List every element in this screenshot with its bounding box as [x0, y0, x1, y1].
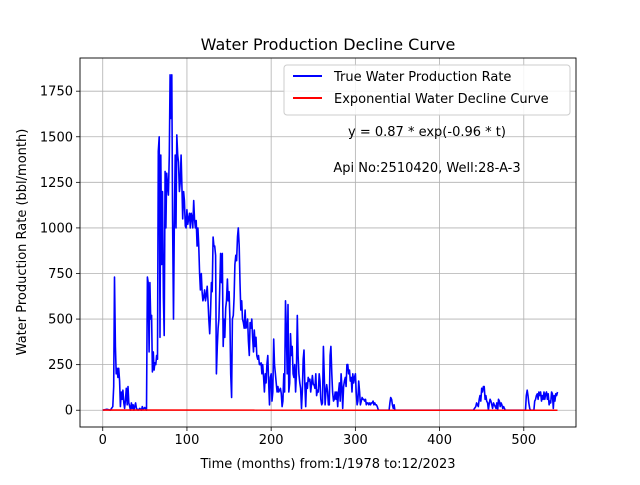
well-annotation: Api No:2510420, Well:28-A-3 — [333, 161, 520, 176]
y-tick-label: 500 — [48, 313, 73, 328]
y-axis-label: Water Production Rate (bbl/month) — [15, 129, 30, 356]
y-tick-label: 1500 — [40, 130, 73, 145]
chart-title: Water Production Decline Curve — [201, 35, 456, 54]
x-tick-label: 100 — [175, 433, 200, 448]
legend-label-exponential: Exponential Water Decline Curve — [334, 92, 549, 107]
x-tick-label: 400 — [427, 433, 452, 448]
y-tick-label: 1750 — [40, 85, 73, 100]
legend: True Water Production Rate Exponential W… — [284, 65, 570, 115]
y-tick-label: 0 — [65, 404, 73, 419]
y-tick-label: 750 — [48, 267, 73, 282]
y-tick-label: 250 — [48, 358, 73, 373]
equation-annotation: y = 0.87 * exp(-0.96 * t) — [348, 125, 506, 140]
legend-label-true-rate: True Water Production Rate — [333, 70, 511, 85]
x-tick-label: 300 — [343, 433, 368, 448]
x-tick-label: 200 — [259, 433, 284, 448]
x-tick-label: 500 — [511, 433, 536, 448]
x-axis-label: Time (months) from:1/1978 to:12/2023 — [199, 457, 455, 472]
y-tick-label: 1250 — [40, 176, 73, 191]
y-tick-label: 1000 — [40, 221, 73, 236]
x-tick-label: 0 — [99, 433, 107, 448]
